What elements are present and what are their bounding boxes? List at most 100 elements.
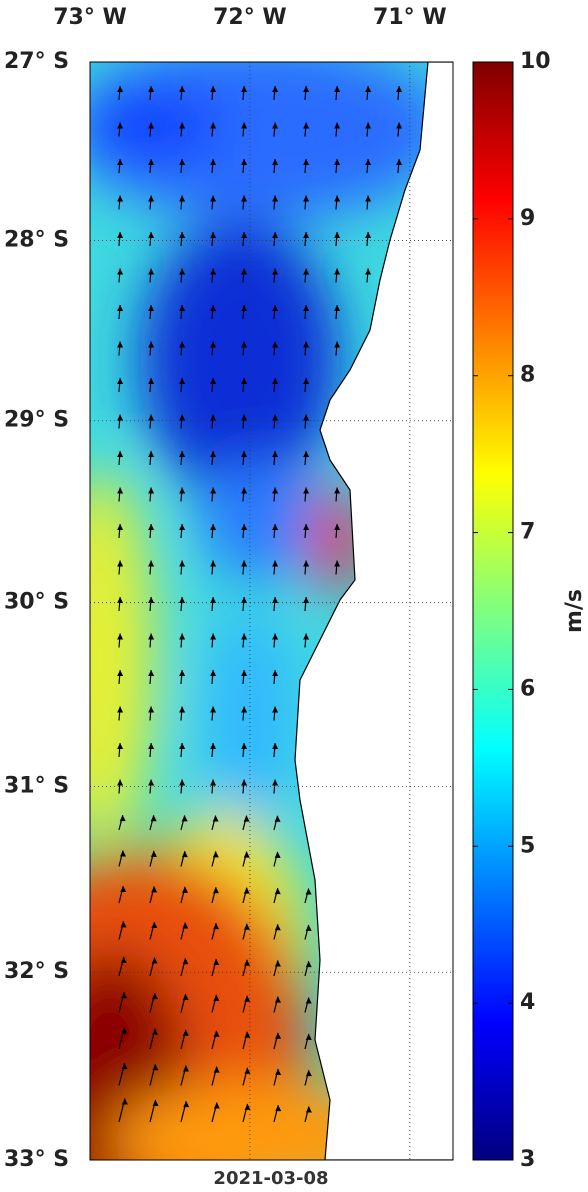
wind-arrow (241, 341, 248, 356)
wind-arrow (242, 959, 251, 977)
wind-arrow (117, 195, 124, 210)
wind-arrow (179, 523, 186, 539)
wind-arrow (303, 414, 310, 429)
wind-arrow (210, 596, 217, 612)
wind-arrow (272, 341, 279, 356)
wind-arrow (211, 922, 220, 940)
wind-arrow (211, 1030, 220, 1050)
lon-label: 72° W (213, 5, 287, 30)
wind-arrow (179, 779, 186, 794)
lat-label: 28° S (4, 228, 69, 253)
wind-arrow (211, 887, 219, 904)
wind-arrow (334, 231, 341, 247)
lat-label: 27° S (4, 49, 69, 74)
wind-arrow (179, 85, 186, 101)
wind-arrow (148, 377, 155, 393)
wind-arrow (210, 341, 217, 356)
wind-arrow (210, 304, 217, 320)
colorbar-tick-label: 4 (520, 990, 535, 1015)
wind-arrow (303, 487, 310, 502)
colorbar-tick-label: 6 (520, 676, 535, 701)
colorbar-tick-label: 10 (520, 49, 551, 74)
wind-arrow (365, 158, 372, 174)
grid (90, 62, 453, 1160)
wind-arrow (272, 633, 279, 648)
wind-arrow (148, 231, 155, 247)
wind-arrow (179, 414, 186, 429)
wind-arrow (272, 377, 279, 393)
wind-arrow (117, 596, 124, 612)
wind-arrow (272, 195, 279, 210)
wind-arrow (148, 341, 155, 356)
wind-arrow (210, 195, 217, 210)
wind-arrow (303, 304, 310, 320)
wind-arrow (210, 377, 217, 393)
lat-label: 30° S (4, 590, 69, 615)
wind-arrow (334, 122, 341, 137)
wind-arrow (303, 122, 310, 137)
wind-arrow (117, 85, 124, 101)
wind-arrow (242, 1103, 251, 1123)
wind-arrow (272, 706, 279, 721)
wind-arrow (179, 633, 186, 648)
wind-arrow (241, 158, 248, 174)
land (294, 62, 453, 1160)
wind-arrow (179, 669, 186, 685)
wind-arrow (118, 1027, 128, 1050)
wind-arrow (396, 158, 403, 174)
colorbar-tick-label: 9 (520, 206, 535, 231)
lon-label: 71° W (373, 5, 447, 30)
wind-arrow (148, 304, 155, 320)
wind-arrow (241, 706, 248, 721)
wind-arrow (241, 195, 248, 210)
lat-label: 33° S (4, 1147, 69, 1172)
wind-arrow (179, 341, 186, 356)
wind-arrow (179, 706, 186, 721)
wind-arrow (149, 1064, 159, 1086)
wind-arrow (149, 921, 158, 940)
wind-arrow (210, 268, 217, 283)
wind-arrow (179, 742, 186, 758)
wind-arrow (241, 633, 248, 648)
wind-arrow (179, 596, 186, 612)
wind-arrow (241, 450, 248, 466)
wind-arrow (148, 487, 155, 502)
wind-arrow (272, 669, 279, 685)
wind-arrow (242, 815, 250, 831)
wind-arrow (273, 924, 281, 940)
wind-arrow (148, 195, 155, 210)
wind-arrow (210, 450, 217, 466)
wind-arrow (272, 231, 279, 247)
wind-arrow (148, 706, 155, 721)
wind-arrow (118, 1098, 128, 1123)
wind-arrow (242, 923, 250, 940)
wind-arrow (117, 268, 124, 283)
wind-arrow (117, 231, 124, 247)
wind-arrow (334, 85, 341, 101)
wind-arrow (304, 1106, 312, 1123)
wind-arrow (179, 377, 186, 393)
wind-arrow (210, 742, 217, 758)
wind-arrow (303, 633, 310, 648)
wind-arrow (148, 596, 155, 612)
wind-arrow (241, 231, 248, 247)
wind-arrow (118, 850, 126, 867)
wind-arrow (334, 487, 341, 502)
wind-arrow (148, 158, 155, 174)
wind-arrow (148, 268, 155, 283)
wind-arrow (334, 560, 341, 575)
wind-arrow (303, 450, 310, 466)
wind-arrow (365, 231, 372, 247)
wind-arrow (303, 560, 310, 575)
wind-arrow (272, 596, 279, 612)
wind-arrow (303, 596, 310, 612)
wind-arrow (117, 450, 124, 466)
wind-arrow (304, 924, 312, 940)
wind-arrow (273, 996, 281, 1013)
wind-arrow (117, 158, 124, 174)
wind-arrow (303, 341, 310, 356)
wind-arrow (117, 779, 124, 794)
wind-arrow (396, 85, 403, 101)
wind-arrow (211, 994, 220, 1013)
wind-arrow (211, 1102, 220, 1123)
